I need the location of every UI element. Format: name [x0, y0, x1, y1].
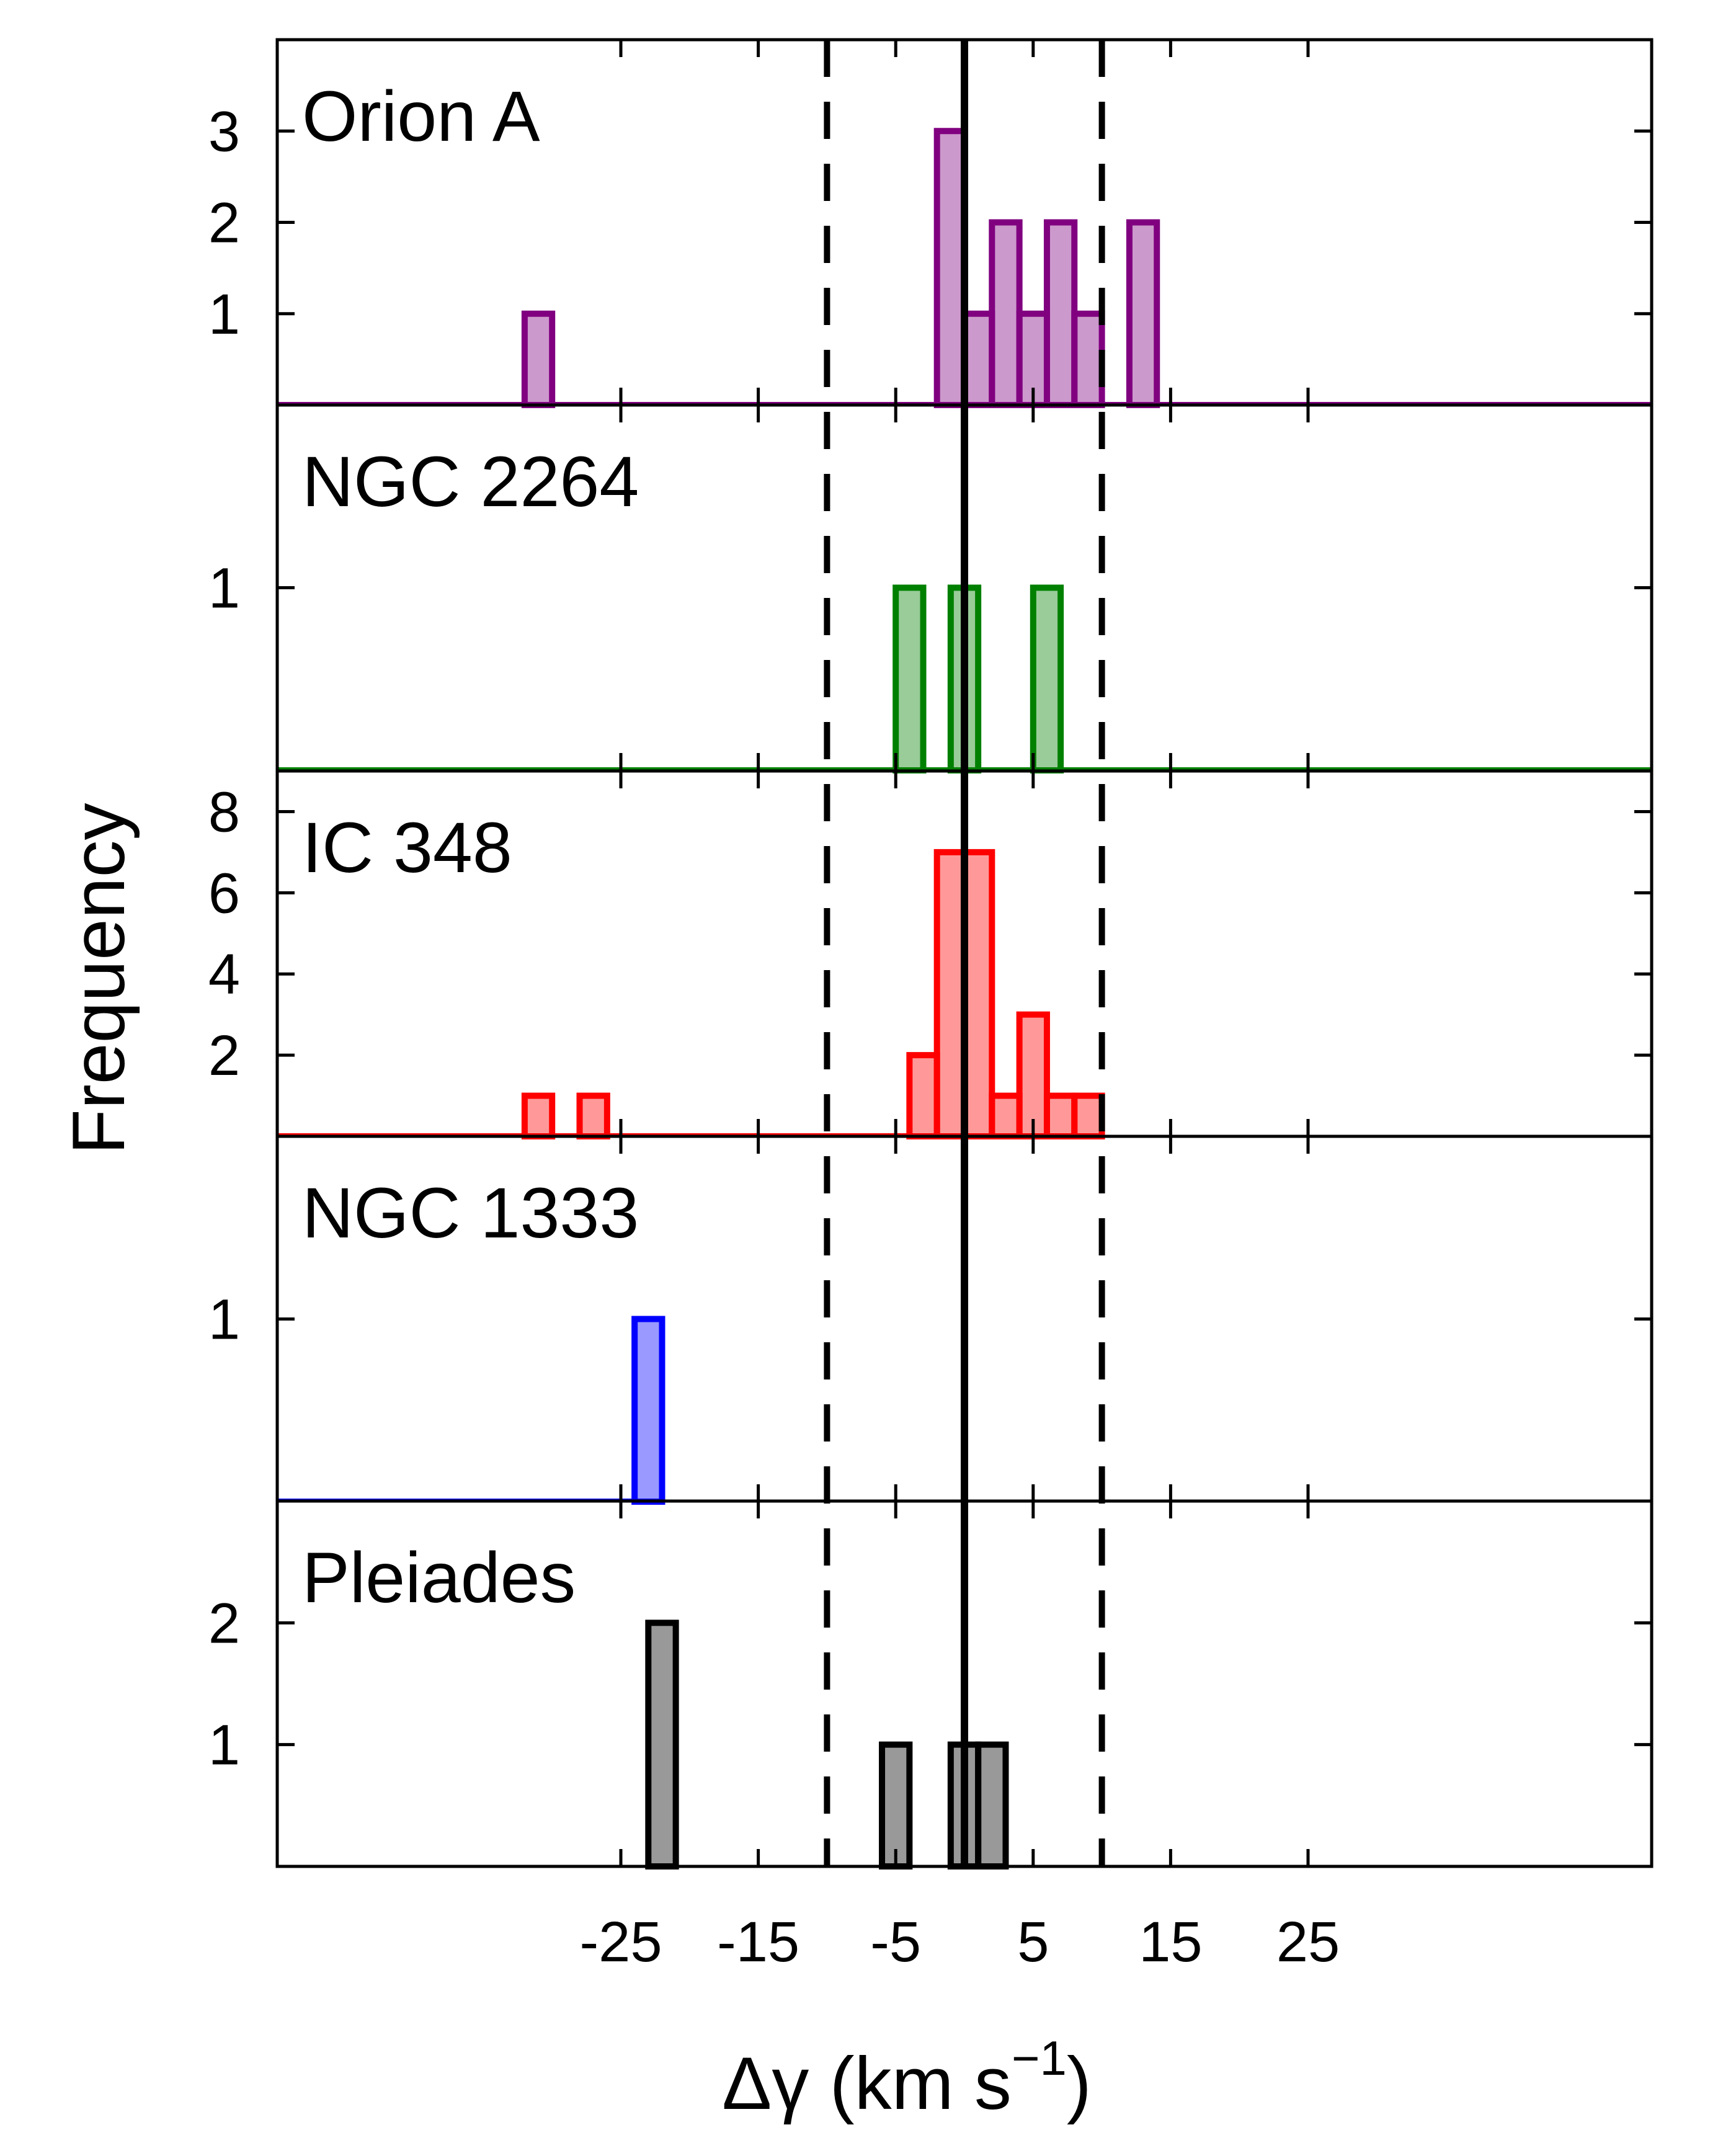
x-axis: -25 -15 -5 5 15 25 — [580, 1910, 1340, 1974]
bar-fill — [524, 313, 553, 405]
panel-frames — [275, 38, 1654, 1868]
x-tick-label: -5 — [870, 1910, 921, 1974]
panel-label: Pleiades — [302, 1538, 576, 1618]
bar-fill — [896, 587, 924, 770]
bar-fill — [1019, 1014, 1047, 1136]
bar-fill — [1129, 222, 1157, 405]
x-tick-label: 5 — [1017, 1910, 1049, 1974]
y-tick-label: 4 — [208, 943, 240, 1006]
x-axis-title: Δγ (km s−1) — [722, 2031, 1092, 2125]
x-tick-label: 15 — [1139, 1910, 1202, 1974]
panel-ic-348: 2 4 6 8 IC 348 — [208, 771, 1652, 1140]
bar-fill — [964, 852, 992, 1136]
panel-label: NGC 2264 — [302, 442, 639, 522]
x-tick-label: -15 — [717, 1910, 799, 1974]
x-axis-title-superscript: −1 — [1012, 2031, 1067, 2085]
bar-fill — [524, 1095, 553, 1136]
reference-lines — [824, 40, 1105, 1866]
bar-fill — [1033, 587, 1061, 770]
bar-fill — [992, 1095, 1020, 1136]
bar-fill — [937, 131, 964, 405]
bar-fill — [882, 1744, 910, 1866]
plot-frame — [275, 38, 1654, 1868]
bar-fill — [1074, 1095, 1102, 1136]
panels-layer: 1 2 3 Orion A 1 NGC 2264 2 4 6 8 IC 348 1 NGC 1333 1 2… — [208, 40, 1652, 1870]
bar-fill — [1074, 313, 1102, 405]
x-axis-title-close: ) — [1067, 2042, 1092, 2125]
bar-fill — [579, 1095, 607, 1136]
panel-label: NGC 1333 — [302, 1174, 639, 1253]
y-axis-title: Frequency — [57, 803, 140, 1155]
panel-label: Orion A — [302, 77, 540, 156]
panel-label: IC 348 — [302, 808, 512, 888]
y-tick-label: 1 — [208, 283, 240, 346]
panel-ngc-2264: 1 NGC 2264 — [208, 405, 1652, 773]
bar-fill — [648, 1623, 676, 1866]
y-tick-label: 2 — [208, 1592, 240, 1655]
x-axis-title-main: Δγ (km s — [722, 2042, 1012, 2125]
bar-fill — [634, 1319, 662, 1502]
bar-fill — [1046, 1095, 1075, 1136]
bar-fill — [964, 313, 992, 405]
bar-fill — [978, 1744, 1006, 1866]
bar-fill — [909, 1055, 937, 1136]
y-tick-label: 3 — [208, 100, 240, 163]
y-tick-label: 2 — [208, 192, 240, 255]
y-tick-label: 2 — [208, 1024, 240, 1087]
y-tick-label: 1 — [208, 557, 240, 620]
y-tick-label: 6 — [208, 862, 240, 925]
y-tick-label: 8 — [208, 780, 240, 844]
bar-fill — [992, 222, 1020, 405]
panel-orion-a: 1 2 3 Orion A — [208, 40, 1652, 408]
panel-ngc-1333: 1 NGC 1333 — [208, 1136, 1652, 1505]
panel-pleiades: 1 2 Pleiades — [208, 1501, 1652, 1870]
bar-fill — [1046, 222, 1075, 405]
x-tick-label: 25 — [1276, 1910, 1340, 1974]
y-tick-label: 1 — [208, 1288, 240, 1352]
x-tick-label: -25 — [580, 1910, 662, 1974]
bar-fill — [937, 852, 964, 1136]
y-tick-label: 1 — [208, 1714, 240, 1777]
